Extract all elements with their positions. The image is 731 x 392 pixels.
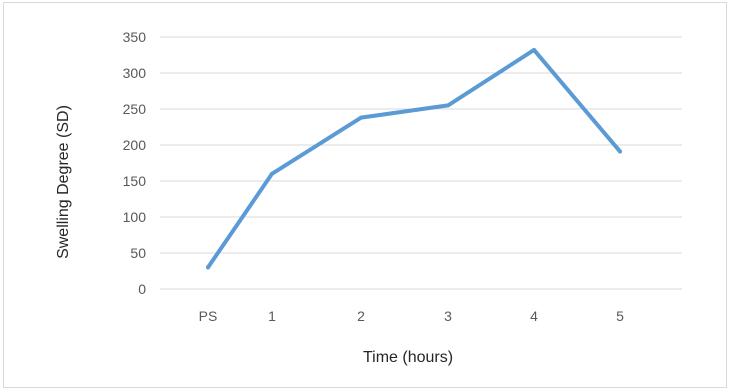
y-tick-label: 250 [123, 101, 147, 117]
data-point [446, 103, 450, 108]
x-tick-labels: PS 1 2 3 4 5 [199, 308, 624, 324]
x-tick-label: 5 [616, 308, 624, 324]
y-tick-label: 0 [138, 281, 146, 297]
y-tick-labels: 0 50 100 150 200 250 300 350 [123, 29, 147, 297]
series-lines [206, 47, 622, 270]
y-tick-label: 50 [130, 245, 146, 261]
data-point [206, 265, 210, 270]
x-tick-label: 2 [357, 308, 365, 324]
gridlines [160, 36, 682, 290]
y-tick-label: 350 [123, 29, 147, 45]
x-tick-label: 1 [268, 308, 276, 324]
y-tick-label: 100 [123, 209, 147, 225]
data-point [359, 115, 363, 120]
chart-frame [3, 2, 727, 388]
data-point [270, 171, 274, 176]
y-axis-title: Swelling Degree (SD) [55, 105, 72, 259]
data-point [618, 149, 622, 154]
y-tick-label: 300 [123, 65, 147, 81]
series-line-0 [206, 47, 622, 270]
x-tick-label: 4 [530, 308, 538, 324]
y-tick-label: 150 [123, 173, 147, 189]
x-axis-title: Time (hours) [363, 349, 453, 366]
x-tick-label: PS [199, 308, 218, 324]
data-point [532, 47, 536, 52]
y-tick-label: 200 [123, 137, 147, 153]
x-tick-label: 3 [444, 308, 452, 324]
